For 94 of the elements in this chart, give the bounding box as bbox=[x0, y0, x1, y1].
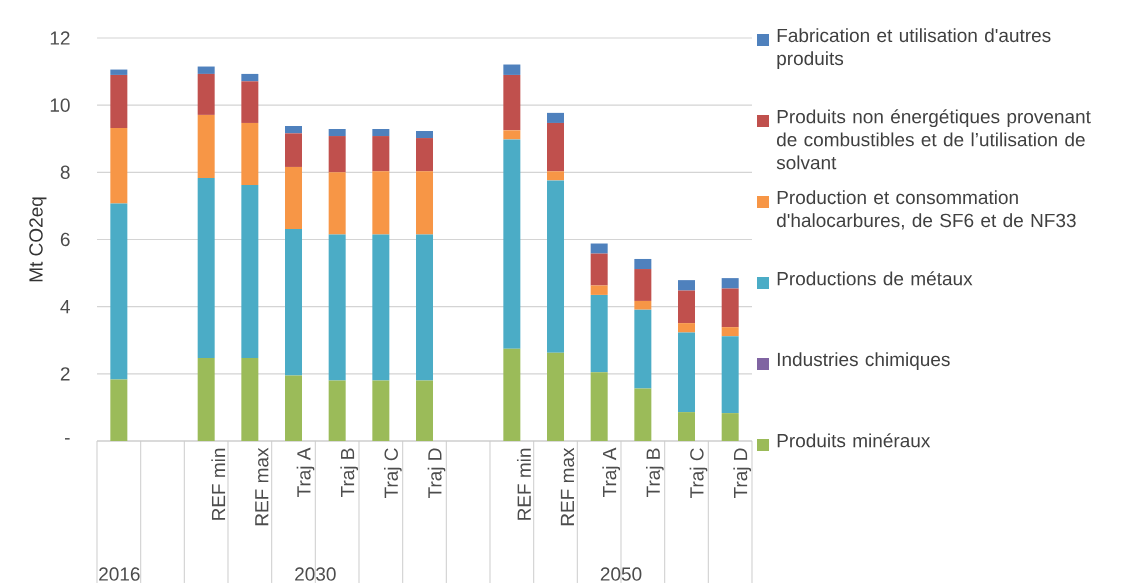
bar bbox=[416, 234, 434, 381]
x-tick-label: Traj C bbox=[689, 448, 708, 499]
bar bbox=[416, 138, 434, 172]
bar bbox=[197, 178, 215, 359]
x-tick-label: Traj C bbox=[383, 448, 402, 499]
bar bbox=[590, 294, 608, 373]
bar bbox=[372, 234, 390, 381]
x-tick-label: Traj B bbox=[340, 448, 359, 498]
bar bbox=[634, 309, 652, 389]
bar bbox=[634, 388, 652, 441]
bar bbox=[197, 114, 215, 179]
legend-label: Productions de métaux bbox=[777, 271, 973, 286]
y-axis-title: Mt CO2eq bbox=[29, 197, 47, 282]
bar bbox=[197, 73, 215, 115]
bar bbox=[678, 290, 696, 324]
bar bbox=[197, 358, 215, 441]
bar bbox=[547, 122, 565, 172]
bar bbox=[721, 278, 739, 289]
x-tick-label: Traj D bbox=[733, 448, 752, 499]
bar bbox=[328, 128, 346, 137]
bar bbox=[678, 280, 696, 291]
bar bbox=[328, 380, 346, 441]
y-tick-label: 12 bbox=[50, 31, 70, 45]
bar bbox=[285, 125, 303, 134]
bar bbox=[241, 122, 259, 186]
bar bbox=[590, 285, 608, 295]
legend-label: Industries chimiques bbox=[777, 352, 950, 370]
x-tick-label: REF max bbox=[255, 447, 269, 526]
bar bbox=[372, 171, 390, 235]
bar bbox=[634, 300, 652, 310]
bar bbox=[285, 133, 303, 167]
bar bbox=[590, 243, 608, 254]
y-tick-label: 10 bbox=[50, 98, 70, 112]
bar bbox=[328, 234, 346, 381]
y-tick-label: 2 bbox=[60, 367, 70, 381]
bar bbox=[241, 81, 259, 123]
bar bbox=[503, 348, 521, 441]
bar bbox=[503, 130, 521, 140]
bar bbox=[721, 336, 739, 414]
bar bbox=[110, 203, 128, 380]
bar bbox=[110, 69, 128, 75]
bar bbox=[503, 74, 521, 131]
bar bbox=[547, 112, 565, 123]
bar bbox=[197, 66, 215, 74]
bar bbox=[328, 172, 346, 235]
bar bbox=[678, 412, 696, 441]
bar bbox=[678, 323, 696, 333]
x-tick-label: Traj D bbox=[427, 448, 446, 499]
y-tick-label: 8 bbox=[60, 165, 70, 180]
bar bbox=[285, 166, 303, 230]
bar bbox=[285, 375, 303, 441]
y-tick-label: - bbox=[64, 438, 70, 440]
bar bbox=[634, 269, 652, 301]
bar bbox=[416, 131, 434, 139]
y-tick-label: 4 bbox=[60, 300, 70, 314]
bar bbox=[241, 358, 259, 441]
bar bbox=[110, 74, 128, 128]
bar bbox=[110, 379, 128, 441]
x-tick-label: Traj B bbox=[645, 448, 664, 498]
bar bbox=[372, 136, 390, 172]
x-tick-label: Traj A bbox=[602, 447, 621, 498]
legend-label: Production et consommation d'halocarbures, de SF6 et de NF33 bbox=[777, 190, 1076, 230]
bar bbox=[590, 253, 608, 286]
bar bbox=[110, 127, 128, 204]
legend-label: Produits non énergétiques provenant de combustibles et de l’utilisation de solvant bbox=[776, 109, 1091, 170]
x-tick-label: REF min bbox=[211, 448, 226, 520]
x-tick-label: REF min bbox=[516, 448, 531, 520]
bar bbox=[285, 229, 303, 376]
bar bbox=[416, 171, 434, 235]
x-tick-label: Traj A bbox=[296, 447, 315, 498]
legend-label: Produits minéraux bbox=[777, 433, 931, 448]
bar bbox=[678, 332, 696, 413]
bar bbox=[372, 128, 390, 137]
bar bbox=[590, 372, 608, 441]
bar bbox=[416, 380, 434, 441]
text: 2030 bbox=[295, 567, 336, 581]
bar bbox=[634, 258, 652, 270]
bar bbox=[721, 327, 739, 337]
text: 2050 bbox=[600, 567, 642, 581]
bar bbox=[241, 185, 259, 359]
bar bbox=[721, 288, 739, 328]
bar bbox=[503, 64, 521, 75]
legend-label: Fabrication et utilisation d'autres produits bbox=[777, 28, 1051, 69]
bar bbox=[721, 413, 739, 441]
y-tick-label: 6 bbox=[60, 232, 70, 247]
bar bbox=[503, 139, 521, 349]
bar bbox=[547, 180, 565, 353]
bar bbox=[241, 73, 259, 82]
text: 2016 bbox=[99, 567, 140, 581]
x-tick-label: REF max bbox=[560, 447, 575, 526]
bar bbox=[328, 136, 346, 173]
bar bbox=[372, 380, 390, 441]
bar bbox=[547, 171, 565, 181]
bar bbox=[547, 352, 565, 441]
